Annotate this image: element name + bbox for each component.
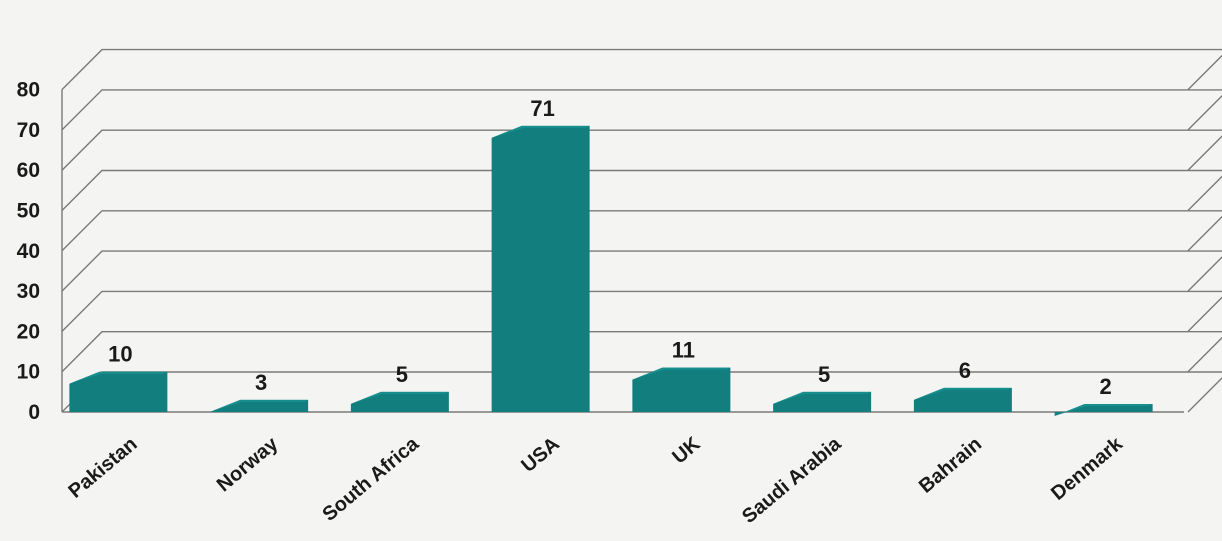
bar-top [491,125,590,138]
bars-layer [69,125,1153,416]
data-label: 3 [255,370,267,395]
data-label: 11 [672,338,695,363]
data-label: 10 [108,342,132,367]
data-label: 71 [530,96,554,121]
y-tick-label: 0 [28,401,40,424]
bar [632,367,731,412]
y-tick-label: 50 [17,200,40,223]
x-tick-label: Norway [213,432,283,496]
gridline [61,331,1222,373]
x-axis-ticks: Pakistan Norway South Africa USA UK Saudi Ara… [64,432,1127,528]
bar [913,387,1012,412]
gridline [61,48,1222,91]
x-tick-label: Bahrain [915,433,986,498]
bar [491,125,590,413]
data-label: 6 [959,358,971,383]
data-label: 5 [818,362,830,387]
gridline [61,210,1222,252]
y-tick-label: 30 [17,280,40,303]
y-tick-label: 40 [17,240,40,263]
bar-top [69,371,168,384]
gridline [61,129,1222,171]
x-tick-label: USA [517,433,563,477]
y-tick-label: 20 [17,320,40,343]
bar-top [773,391,872,404]
data-label: 2 [1100,374,1112,399]
gridline [61,169,1222,211]
y-tick-label: 10 [17,361,40,384]
x-tick-label: South Africa [318,432,423,525]
y-tick-label: 70 [17,119,40,142]
x-tick-label: UK [668,433,705,469]
x-tick-label: Saudi Arabia [738,432,846,528]
x-tick-label: Denmark [1047,432,1127,504]
bar-top [210,399,309,412]
gridline [61,250,1222,292]
bar [350,391,449,412]
bar-top [350,391,449,404]
grid-layer [61,48,1222,413]
data-labels-layer: 10 3 5 71 11 5 6 2 [108,96,1112,399]
x-tick-label: Pakistan [64,433,141,503]
bar-top [913,387,1012,400]
bar-top [1054,403,1153,416]
bar-top [632,367,731,380]
bar [69,371,168,412]
y-tick-label: 60 [17,159,40,182]
y-axis-ticks: 0 10 20 30 40 50 60 70 80 [17,79,40,424]
gridline [61,89,1222,131]
y-tick-label: 80 [17,79,40,102]
gridline [61,290,1222,332]
data-label: 5 [396,362,408,387]
bar [773,391,872,412]
